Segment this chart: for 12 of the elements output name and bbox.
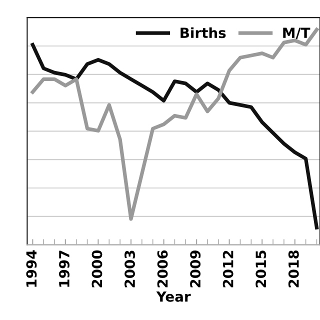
x-tick-label: 1994 (26, 250, 37, 287)
x-tick-label: 2012 (222, 250, 234, 288)
x-tick-label: 2003 (124, 250, 136, 288)
x-tick-label: 1997 (58, 250, 70, 287)
legend-label: M/T (283, 28, 310, 40)
x-axis-title: Year (156, 292, 191, 302)
x-tick-label: 2000 (92, 250, 102, 288)
x-tick-label: 2015 (256, 250, 266, 288)
legend-label: Births (180, 27, 226, 38)
x-tick-label: 2006 (157, 250, 168, 288)
x-tick-label: 2009 (190, 250, 201, 288)
x-tick-label: 2018 (288, 250, 299, 288)
